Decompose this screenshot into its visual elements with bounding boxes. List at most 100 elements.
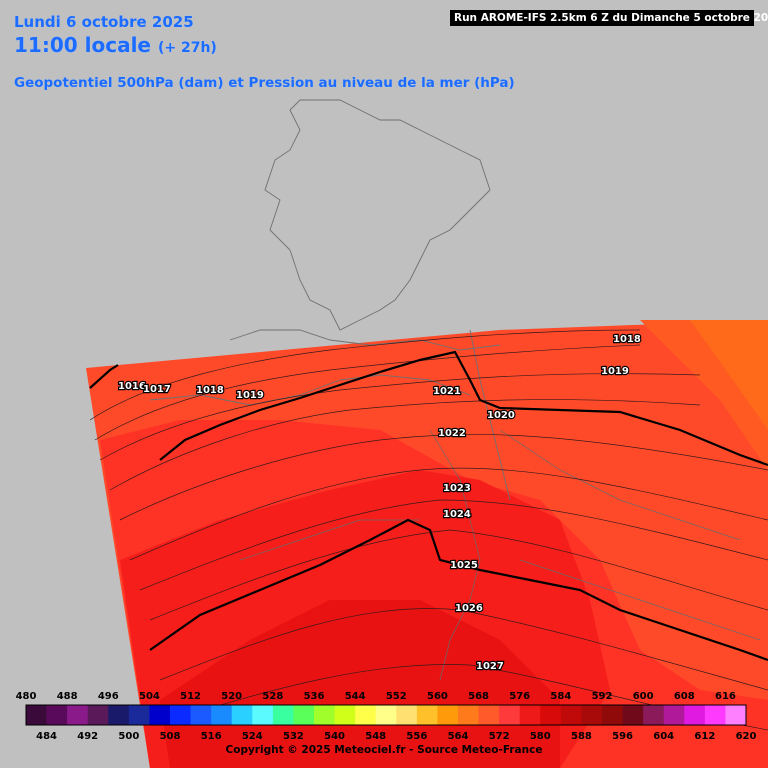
scale-swatch xyxy=(149,705,171,725)
scale-swatch xyxy=(478,705,500,725)
scale-label-top: 488 xyxy=(56,691,78,702)
coastlines xyxy=(149,99,511,501)
scale-swatch xyxy=(581,705,603,725)
scale-label-top: 608 xyxy=(673,691,695,702)
scale-swatch xyxy=(355,705,377,725)
forecast-lead: (+ 27h) xyxy=(157,40,217,56)
map-subtitle: Geopotentiel 500hPa (dam) et Pression au… xyxy=(14,75,515,91)
pressure-label: 1017 xyxy=(143,384,171,395)
scale-label-bottom: 548 xyxy=(365,731,387,742)
scale-label-top: 576 xyxy=(509,691,531,702)
coastline-channel xyxy=(229,329,501,351)
pressure-label: 1019 xyxy=(236,390,264,401)
scale-label-bottom: 516 xyxy=(200,731,222,742)
scale-swatch xyxy=(622,705,644,725)
scale-swatch xyxy=(334,705,356,725)
pressure-label: 1024 xyxy=(443,509,471,520)
scale-swatch xyxy=(67,705,89,725)
pressure-label: 1018 xyxy=(196,385,224,396)
bold-isobar-1015 xyxy=(89,364,119,389)
coastline-france-north xyxy=(149,374,471,406)
coastline-benelux xyxy=(469,329,511,501)
forecast-date: Lundi 6 octobre 2025 xyxy=(14,13,194,31)
pressure-labels: 1016 1017 1018 1019 1021 1018 1019 1020 … xyxy=(117,333,642,673)
scale-swatch xyxy=(231,705,253,725)
scale-swatch xyxy=(519,705,541,725)
scale-swatch xyxy=(211,705,233,725)
bold-isobars xyxy=(89,350,768,662)
scale-swatch xyxy=(704,705,726,725)
scale-label-bottom: 524 xyxy=(241,731,263,742)
scale-label-bottom: 508 xyxy=(159,731,181,742)
border-line-1 xyxy=(429,429,481,681)
pressure-label: 1026 xyxy=(455,603,483,614)
scale-label-bottom: 588 xyxy=(570,731,592,742)
isobar-1024 xyxy=(149,529,768,621)
border-line-2 xyxy=(499,429,741,541)
scale-label-bottom: 484 xyxy=(36,731,57,742)
border-line-4 xyxy=(239,519,420,561)
isobar-1026 xyxy=(159,608,768,691)
scale-swatch xyxy=(108,705,130,725)
scale-label-top: 480 xyxy=(15,691,37,702)
scale-label-top: 560 xyxy=(426,691,448,702)
scale-label-top: 552 xyxy=(385,691,407,702)
scale-swatch xyxy=(87,705,109,725)
isobar-1023 xyxy=(139,499,768,591)
pressure-label: 1016 xyxy=(118,381,146,392)
scale-border xyxy=(25,704,747,726)
scale-label-bottom: 540 xyxy=(324,731,345,742)
pressure-label: 1022 xyxy=(438,428,466,439)
color-scale xyxy=(25,704,747,726)
scale-label-top: 544 xyxy=(344,691,366,702)
scale-swatch xyxy=(437,705,459,725)
isobar-1017 xyxy=(94,344,641,441)
border-line-3 xyxy=(519,559,761,641)
forecast-time: 11:00 locale (+ 27h) xyxy=(14,33,217,57)
scale-swatch xyxy=(602,705,623,725)
isobar-1021 xyxy=(119,434,768,521)
copyright: Copyright © 2025 Meteociel.fr - Source M… xyxy=(225,744,543,756)
pressure-label: 1023 xyxy=(443,483,471,494)
isobar-1022 xyxy=(129,467,768,561)
scale-swatch xyxy=(458,705,479,725)
scale-swatch xyxy=(560,705,582,725)
scale-swatch xyxy=(272,705,294,725)
scale-swatch xyxy=(643,705,665,725)
pressure-label: 1020 xyxy=(487,410,515,421)
scale-swatch xyxy=(190,705,212,725)
scale-label-bottom: 492 xyxy=(77,731,99,742)
scale-label-top: 568 xyxy=(468,691,489,702)
scale-swatch xyxy=(375,705,397,725)
scale-label-bottom: 604 xyxy=(653,731,675,742)
scale-label-top: 536 xyxy=(303,691,325,702)
scale-swatch xyxy=(128,705,150,725)
scale-swatch xyxy=(684,705,706,725)
scale-swatch xyxy=(499,705,521,725)
pressure-label: 1025 xyxy=(450,560,478,571)
scale-label-top: 592 xyxy=(591,691,613,702)
scale-swatch xyxy=(314,705,335,725)
scale-label-bottom: 572 xyxy=(488,731,510,742)
scale-swatch xyxy=(170,705,191,725)
scale-swatch xyxy=(663,705,685,725)
scale-label-top: 616 xyxy=(714,691,736,702)
scale-label-bottom: 500 xyxy=(118,731,140,742)
bold-isobar-1020 xyxy=(159,350,768,467)
scale-label-top: 528 xyxy=(262,691,284,702)
coastline-great-britain xyxy=(264,99,491,331)
scale-label-top: 600 xyxy=(632,691,654,702)
pressure-label: 1021 xyxy=(433,386,461,397)
scale-swatch xyxy=(252,705,274,725)
scale-label-bottom: 564 xyxy=(447,731,469,742)
scale-label-bottom: 596 xyxy=(612,731,633,742)
scale-swatch xyxy=(396,705,418,725)
scale-swatch xyxy=(46,705,68,725)
scale-label-top: 512 xyxy=(180,691,201,702)
scale-swatch xyxy=(293,705,315,725)
run-info: Run AROME-IFS 2.5km 6 Z du Dimanche 5 oc… xyxy=(450,10,768,26)
scale-swatch xyxy=(26,705,47,725)
scale-swatch xyxy=(725,705,747,725)
